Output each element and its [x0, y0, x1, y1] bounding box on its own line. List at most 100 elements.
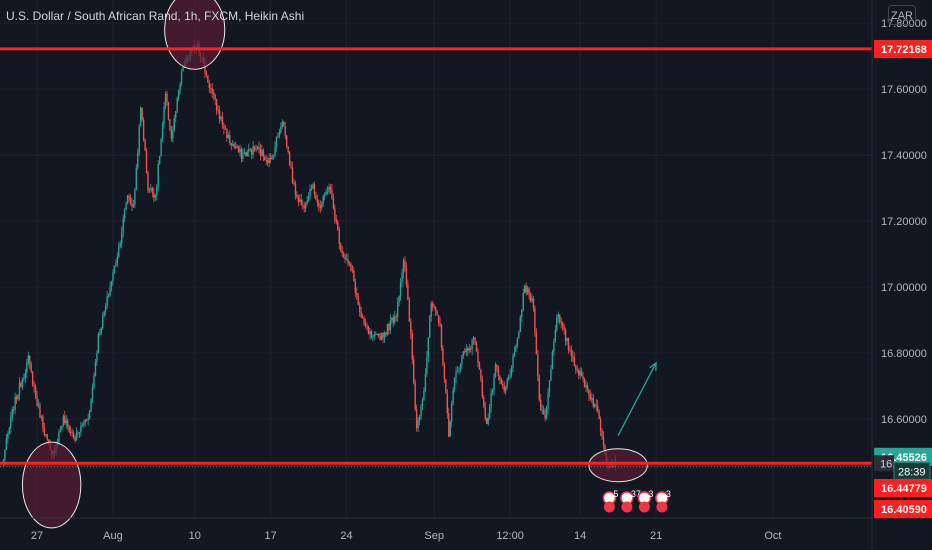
candle-body	[437, 314, 440, 323]
candle-body	[471, 339, 473, 350]
candle-body	[599, 419, 602, 431]
candle-body	[461, 355, 463, 365]
candle-body	[548, 380, 551, 393]
candle-body	[595, 404, 597, 406]
candle-body	[287, 146, 289, 152]
candle-body	[150, 188, 152, 190]
candle-body	[173, 117, 175, 131]
candle-body	[529, 295, 532, 302]
highlight-circle	[588, 448, 648, 483]
candle-body	[472, 337, 475, 340]
candle-body	[234, 147, 237, 149]
candle-body	[480, 369, 482, 380]
candle-body	[541, 410, 543, 412]
candle-body	[376, 333, 378, 335]
candle-body	[231, 144, 234, 146]
candle-body	[207, 75, 209, 83]
candle-body	[446, 393, 448, 414]
candle-body	[342, 252, 345, 257]
candle-body	[62, 416, 65, 426]
candle-body	[554, 329, 557, 342]
candle-body	[4, 449, 6, 460]
candle-body	[465, 348, 467, 352]
candle-body	[522, 292, 524, 311]
candle-body	[100, 327, 102, 334]
candle-body	[531, 298, 533, 302]
candle-body	[589, 395, 592, 400]
candle-body	[75, 433, 78, 441]
candle-body	[332, 198, 335, 209]
price-tick-label: 17.60000	[881, 84, 927, 96]
time-tick-label: 17	[265, 530, 277, 542]
candle-body	[304, 204, 307, 209]
candle-body	[474, 337, 476, 344]
candle-body	[175, 111, 177, 118]
candle-body	[182, 67, 184, 72]
candle-body	[559, 314, 561, 322]
candle-body	[72, 433, 75, 438]
candle-body	[110, 281, 113, 288]
candle-body	[118, 246, 120, 257]
candle-body	[103, 311, 105, 316]
currency-button[interactable]: ZAR	[888, 5, 916, 25]
candle-body	[506, 379, 508, 387]
candle-body	[507, 376, 510, 380]
candle-body	[160, 138, 162, 156]
level-price-label-bg	[874, 39, 932, 58]
candle-body	[64, 416, 66, 424]
candle-body	[359, 304, 361, 313]
candle-body	[335, 219, 338, 222]
candle-body	[170, 130, 173, 139]
candle-body	[11, 409, 13, 418]
candle-body	[107, 295, 110, 297]
candle-body	[58, 432, 60, 443]
candle-body	[230, 143, 232, 146]
candle-body	[354, 281, 357, 293]
candle-body	[396, 302, 399, 318]
candle-body	[488, 406, 491, 418]
candle-body	[27, 355, 29, 363]
candle-body	[424, 373, 427, 391]
secondary-price-label: 16.44779	[881, 483, 927, 495]
candle-body	[122, 218, 124, 232]
candle-body	[80, 426, 82, 433]
candle-body	[379, 336, 381, 340]
candle-body	[85, 419, 88, 421]
candle-body	[69, 431, 72, 433]
candle-body	[344, 256, 346, 260]
candle-body	[18, 382, 21, 395]
candle-body	[557, 314, 559, 318]
candle-body	[383, 332, 386, 338]
grid-layer	[0, 0, 872, 518]
candle-body	[363, 318, 365, 324]
candle-body	[180, 71, 183, 85]
candle-body	[500, 379, 503, 385]
candle-body	[338, 229, 340, 244]
candle-body	[322, 195, 324, 204]
candle-body	[99, 333, 101, 335]
candle-body	[83, 423, 85, 425]
candle-body	[208, 82, 211, 88]
candle-body	[245, 152, 247, 157]
candle-body	[24, 372, 27, 378]
candle-body	[366, 325, 368, 327]
candle-body	[505, 386, 507, 392]
candle-body	[220, 116, 222, 120]
candle-body	[255, 149, 257, 151]
trend-arrow	[617, 362, 657, 436]
candle-body	[580, 370, 583, 377]
candle-body	[372, 336, 374, 338]
candle-body	[17, 394, 19, 400]
candle-body	[602, 436, 605, 446]
candle-body	[537, 354, 539, 377]
candle-body	[135, 167, 138, 191]
candle-body	[129, 197, 132, 204]
candle-body	[283, 121, 285, 127]
candle-body	[385, 332, 387, 336]
candle-body	[545, 408, 548, 419]
time-tick-label: 14	[574, 530, 586, 542]
candle-body	[315, 194, 317, 200]
candle-body	[242, 153, 244, 160]
